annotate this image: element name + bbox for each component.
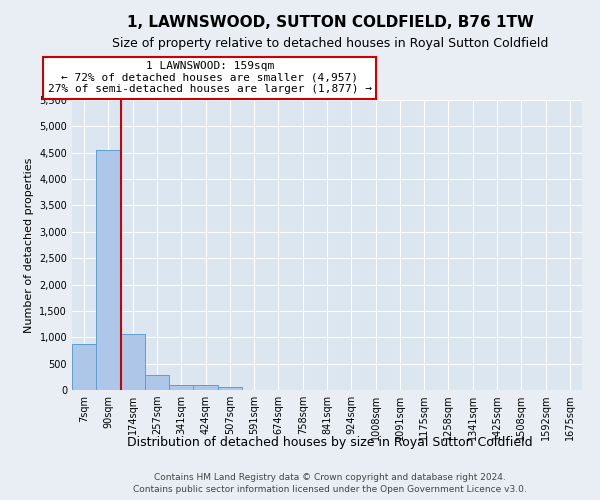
Text: Contains HM Land Registry data © Crown copyright and database right 2024.: Contains HM Land Registry data © Crown c… xyxy=(154,473,506,482)
Y-axis label: Number of detached properties: Number of detached properties xyxy=(24,158,34,332)
Text: Size of property relative to detached houses in Royal Sutton Coldfield: Size of property relative to detached ho… xyxy=(112,38,548,51)
Bar xyxy=(193,386,218,390)
Bar xyxy=(218,387,242,390)
Bar xyxy=(72,344,96,390)
Bar xyxy=(96,150,121,390)
Text: 1 LAWNSWOOD: 159sqm
← 72% of detached houses are smaller (4,957)
27% of semi-det: 1 LAWNSWOOD: 159sqm ← 72% of detached ho… xyxy=(48,61,372,94)
Text: 1, LAWNSWOOD, SUTTON COLDFIELD, B76 1TW: 1, LAWNSWOOD, SUTTON COLDFIELD, B76 1TW xyxy=(127,15,533,30)
Bar xyxy=(145,374,169,390)
Text: Contains public sector information licensed under the Open Government Licence v3: Contains public sector information licen… xyxy=(133,484,527,494)
Bar xyxy=(121,334,145,390)
Bar xyxy=(169,385,193,390)
Text: Distribution of detached houses by size in Royal Sutton Coldfield: Distribution of detached houses by size … xyxy=(127,436,533,449)
